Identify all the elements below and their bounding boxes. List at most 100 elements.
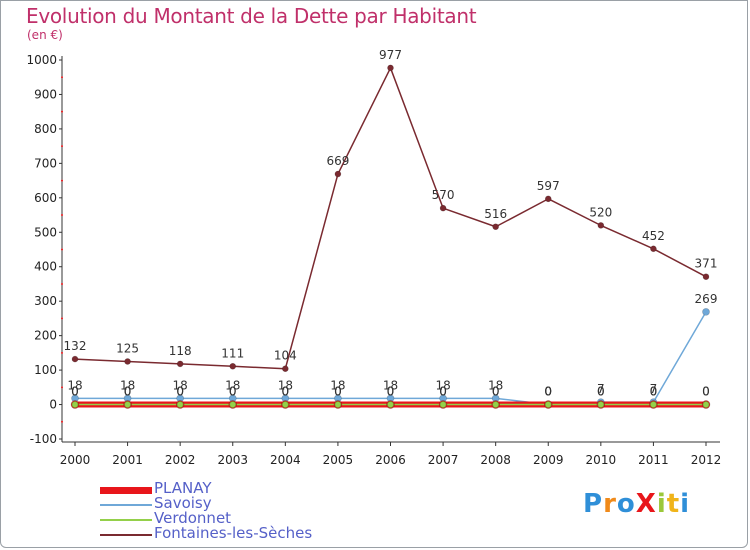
x-tick-label: 2003 xyxy=(217,453,248,467)
logo-letter: r xyxy=(603,489,617,519)
data-label: 125 xyxy=(116,341,139,355)
proxiti-logo: ProXiti xyxy=(583,489,690,519)
data-label: 111 xyxy=(221,346,244,360)
chart-title: Evolution du Montant de la Dette par Hab… xyxy=(26,4,477,28)
data-label: 0 xyxy=(702,385,710,399)
data-point xyxy=(176,401,184,408)
y-minor-tick xyxy=(61,76,63,79)
data-point xyxy=(439,401,447,408)
data-label: 0 xyxy=(334,385,342,399)
data-label: 0 xyxy=(71,385,79,399)
x-tick-label: 2008 xyxy=(480,453,511,467)
data-point xyxy=(124,401,131,408)
y-tick-label: 600 xyxy=(34,191,57,205)
y-minor-tick xyxy=(61,214,63,217)
data-label: 0 xyxy=(229,385,237,399)
legend-label-planay: PLANAY xyxy=(154,479,212,497)
line-chart: -100010020030040050060070080090010002000… xyxy=(26,48,722,467)
data-label: 0 xyxy=(439,385,447,399)
data-label: 516 xyxy=(484,207,507,221)
y-minor-tick xyxy=(61,420,63,423)
y-tick-label: 100 xyxy=(34,363,57,377)
data-label: 0 xyxy=(597,385,605,399)
y-minor-tick xyxy=(61,145,63,148)
data-label: 18 xyxy=(225,378,240,392)
x-tick-label: 2012 xyxy=(691,453,722,467)
data-label: 0 xyxy=(544,385,552,399)
data-label: 0 xyxy=(71,385,79,399)
data-label: 18 xyxy=(435,378,450,392)
y-tick-label: 300 xyxy=(34,294,57,308)
y-tick-label: 500 xyxy=(34,225,57,239)
data-label: 0 xyxy=(544,385,552,399)
data-point xyxy=(282,401,289,408)
data-label: 570 xyxy=(432,188,455,202)
logo-letter: o xyxy=(616,489,636,519)
data-point xyxy=(334,401,342,408)
legend-swatch-savoisy xyxy=(100,504,152,506)
data-label: 0 xyxy=(334,385,342,399)
x-tick-label: 2004 xyxy=(270,453,301,467)
data-label: 0 xyxy=(229,385,237,399)
x-tick-label: 2006 xyxy=(375,453,406,467)
logo-letter: i xyxy=(680,489,691,519)
legend-swatch-verdonnet xyxy=(100,519,152,521)
legend-label-fontaines: Fontaines-les-Sèches xyxy=(154,524,313,542)
data-label: 597 xyxy=(537,179,560,193)
legend-label-verdonnet: Verdonnet xyxy=(154,509,232,527)
data-point xyxy=(702,273,710,281)
data-label: 18 xyxy=(120,378,135,392)
data-label: 0 xyxy=(439,385,447,399)
x-tick-label: 2000 xyxy=(60,453,91,467)
data-label: 118 xyxy=(169,344,192,358)
legend-swatch-planay xyxy=(100,487,152,494)
data-label: 0 xyxy=(492,385,500,399)
y-minor-tick xyxy=(61,282,63,285)
data-label: 0 xyxy=(387,385,395,399)
data-point xyxy=(229,363,237,370)
data-label: 18 xyxy=(488,378,503,392)
y-minor-tick xyxy=(61,351,63,354)
data-label: 0 xyxy=(650,385,658,399)
data-label: 7 xyxy=(597,382,605,396)
x-tick-label: 2009 xyxy=(533,453,564,467)
data-label: 7 xyxy=(650,382,658,396)
logo-letter: t xyxy=(666,489,681,519)
y-tick-label: -100 xyxy=(30,432,57,446)
data-point xyxy=(597,401,605,408)
data-label: 269 xyxy=(695,292,718,306)
y-minor-tick xyxy=(61,110,63,113)
y-tick-label: 700 xyxy=(34,156,57,170)
data-label: 0 xyxy=(176,385,184,399)
x-tick-label: 2010 xyxy=(586,453,617,467)
y-tick-label: 0 xyxy=(49,398,57,412)
y-tick-label: 800 xyxy=(34,122,57,136)
data-label: 18 xyxy=(278,378,293,392)
data-label: 0 xyxy=(597,385,605,399)
data-label: 520 xyxy=(589,205,612,219)
data-point xyxy=(702,401,710,408)
data-point xyxy=(597,222,605,229)
y-tick-label: 400 xyxy=(34,260,57,274)
data-point xyxy=(544,401,552,408)
logo-letter: P xyxy=(583,489,604,519)
data-point xyxy=(492,401,499,408)
data-label: 977 xyxy=(379,48,402,62)
y-minor-tick xyxy=(61,179,63,182)
data-label: 452 xyxy=(642,229,665,243)
x-tick-label: 2002 xyxy=(165,453,196,467)
logo-letter: i xyxy=(656,489,667,519)
logo-letter: X xyxy=(635,489,657,519)
data-label: 132 xyxy=(64,339,87,353)
data-point xyxy=(71,401,79,408)
data-point xyxy=(282,365,289,373)
data-label: 669 xyxy=(326,154,349,168)
legend-swatch-fontaines xyxy=(100,534,152,536)
data-point xyxy=(544,195,552,203)
data-label: 371 xyxy=(695,257,718,271)
y-tick-label: 1000 xyxy=(26,53,57,67)
data-point xyxy=(71,355,79,363)
data-point xyxy=(387,401,394,408)
data-point xyxy=(387,64,394,72)
data-label: 18 xyxy=(173,378,188,392)
